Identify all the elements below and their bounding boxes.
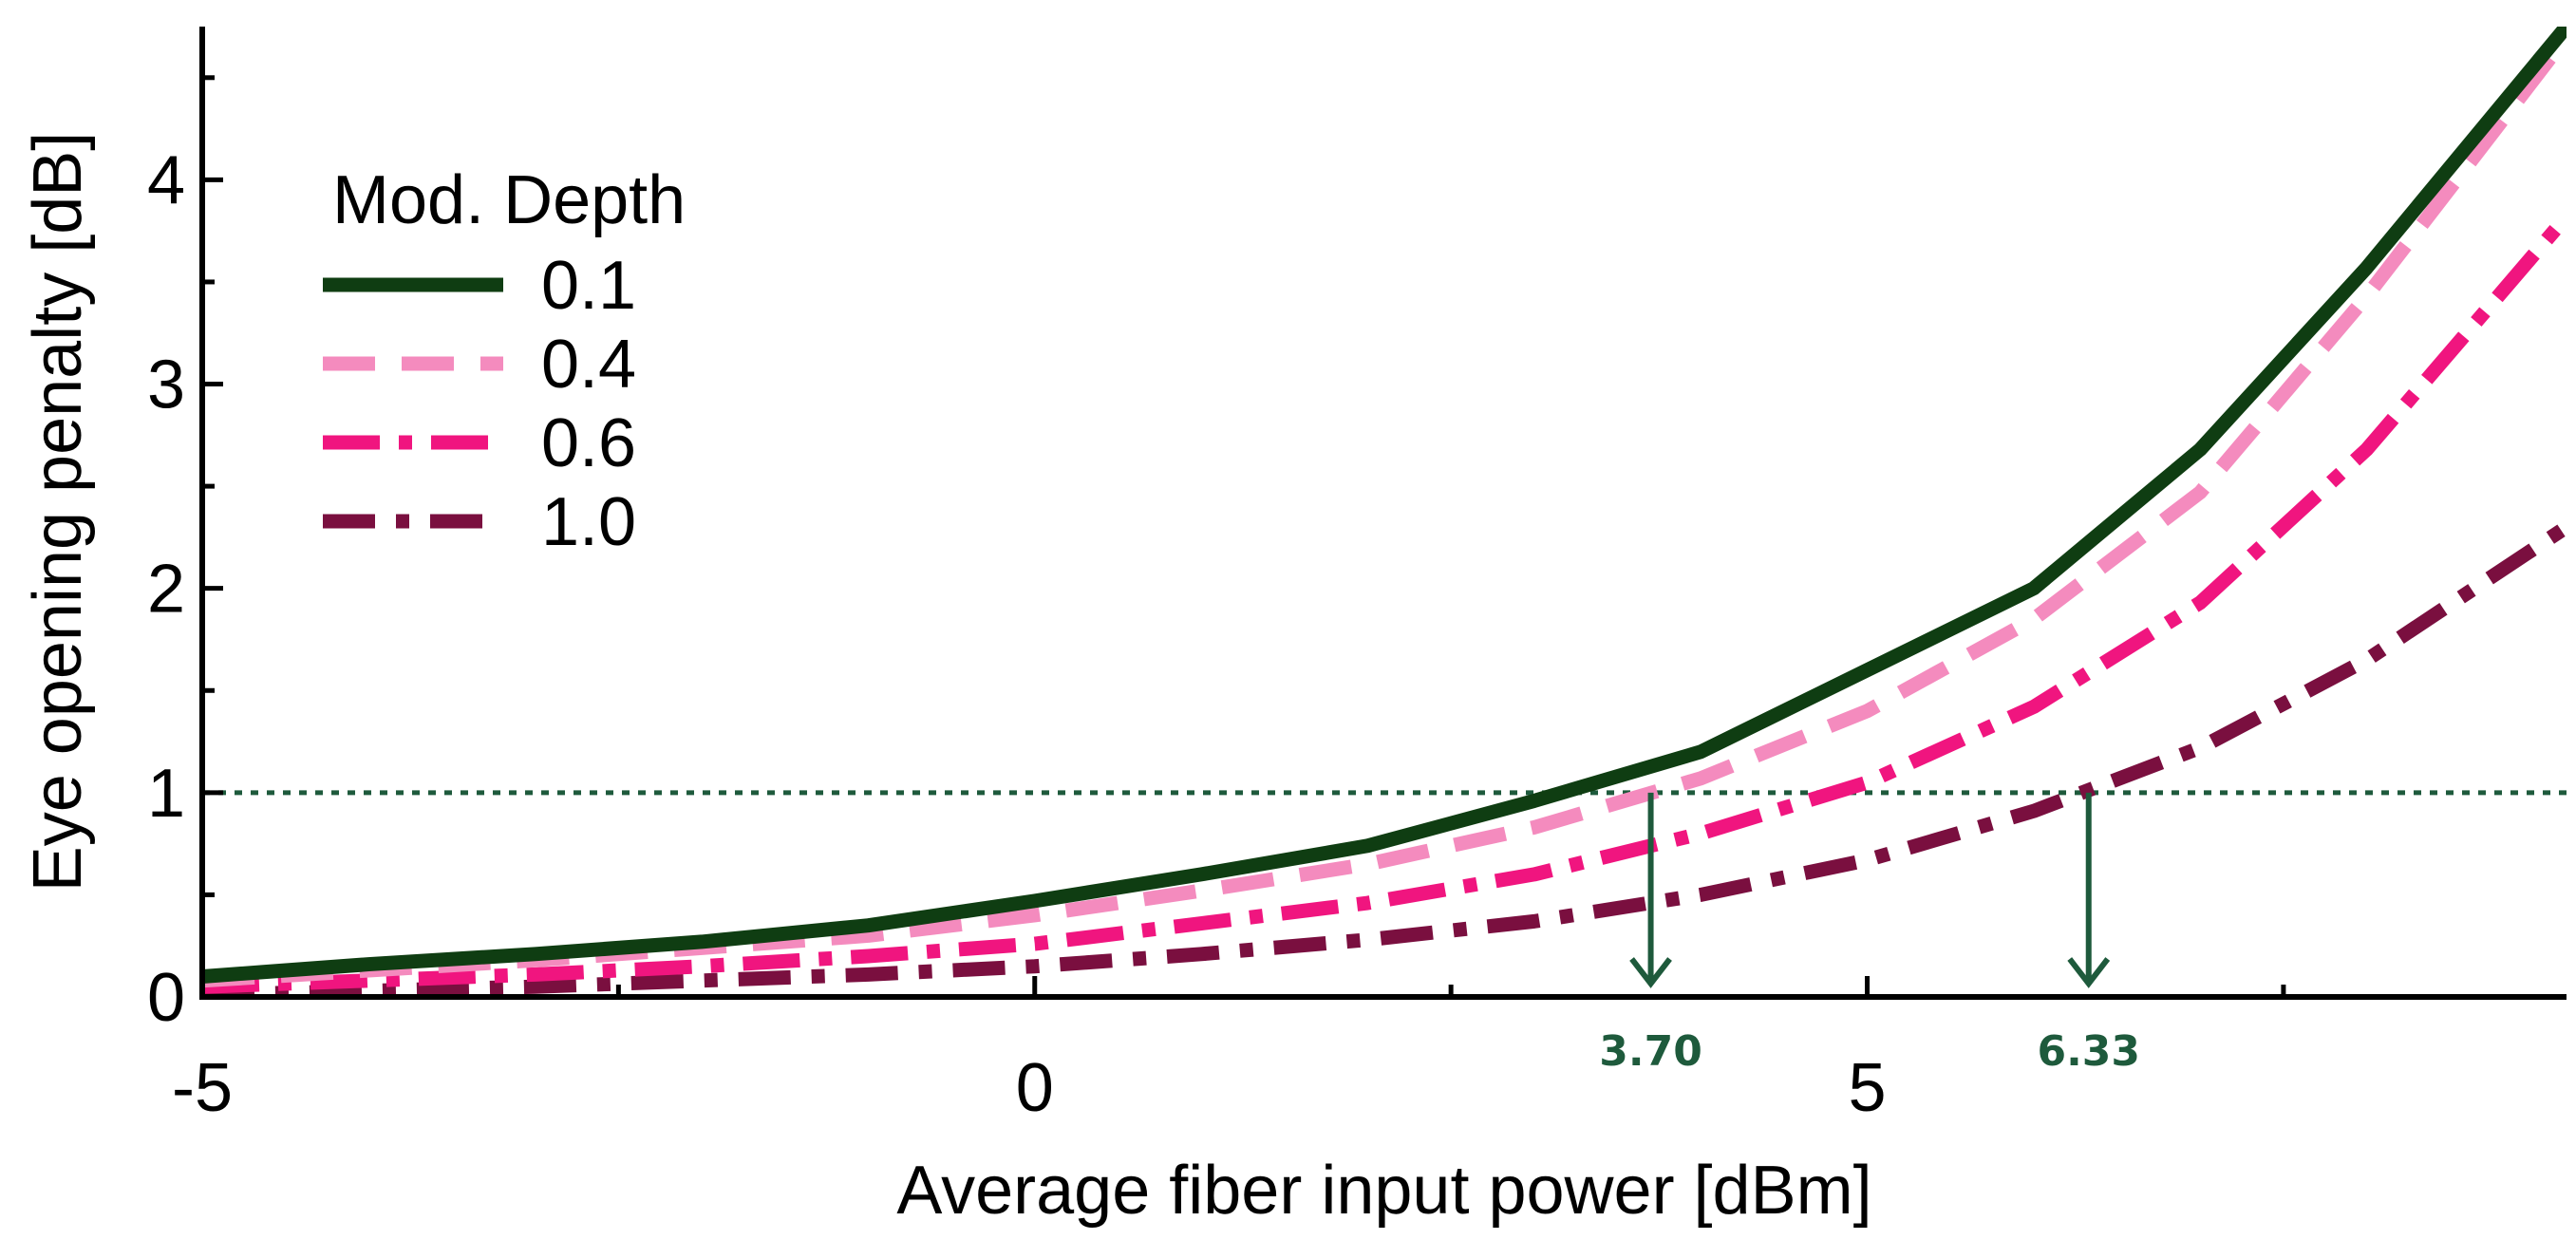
series-line-1.0	[202, 520, 2567, 997]
legend-title: Mod. Depth	[332, 162, 686, 238]
annotation-label-1: 3.70	[1599, 1027, 1702, 1076]
legend-label-0.1: 0.1	[541, 248, 636, 324]
series-line-0.1	[202, 27, 2567, 984]
y-tick-label: 1	[147, 756, 185, 832]
annotation-label-2: 6.33	[2037, 1027, 2140, 1076]
legend: Mod. Depth 0.10.40.61.0	[323, 162, 686, 560]
x-tick-label: -5	[172, 1050, 233, 1126]
y-tick-label: 0	[147, 960, 185, 1036]
annotation-arrowhead-1	[1629, 957, 1672, 988]
x-tick-label: 5	[1848, 1050, 1886, 1126]
series-line-0.6	[202, 212, 2567, 994]
y-tick-label: 4	[147, 142, 185, 218]
series-layer	[202, 27, 2567, 997]
legend-label-1.0: 1.0	[541, 484, 636, 560]
y-tick-label: 3	[147, 348, 185, 423]
y-axis-label: Eye opening penalty [dB]	[20, 132, 96, 892]
legend-label-0.6: 0.6	[541, 405, 636, 481]
legend-label-0.4: 0.4	[541, 327, 636, 403]
annotation-arrowhead-2	[2067, 957, 2111, 988]
axis-layer: -5 0 5 0 1 2 3 4 Average fiber input power [dBm]…	[20, 27, 2567, 1229]
annotation-layer: 3.70 6.33	[1599, 792, 2140, 1076]
x-tick-label: 0	[1016, 1050, 1054, 1126]
x-axis-label: Average fiber input power [dBm]	[896, 1153, 1871, 1229]
y-tick-label: 2	[147, 552, 185, 628]
